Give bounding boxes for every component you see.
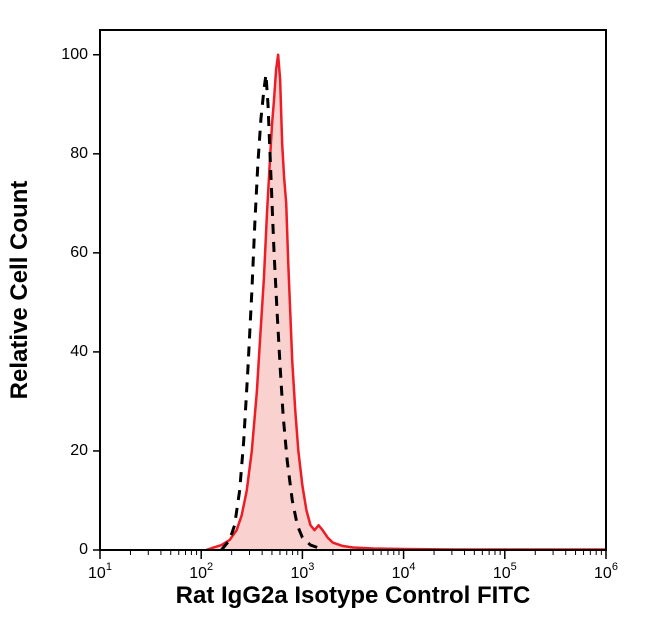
flow-cytometry-histogram: 020406080100101102103104105106 Relative … [0,0,646,641]
x-axis-label: Rat IgG2a Isotype Control FITC [176,582,531,610]
svg-text:20: 20 [70,442,88,459]
y-axis-label: Relative Cell Count [6,181,34,400]
svg-text:0: 0 [79,541,88,558]
svg-text:80: 80 [70,145,88,162]
svg-text:60: 60 [70,244,88,261]
svg-text:40: 40 [70,343,88,360]
svg-text:100: 100 [61,46,88,63]
chart-svg: 020406080100101102103104105106 [0,0,646,641]
